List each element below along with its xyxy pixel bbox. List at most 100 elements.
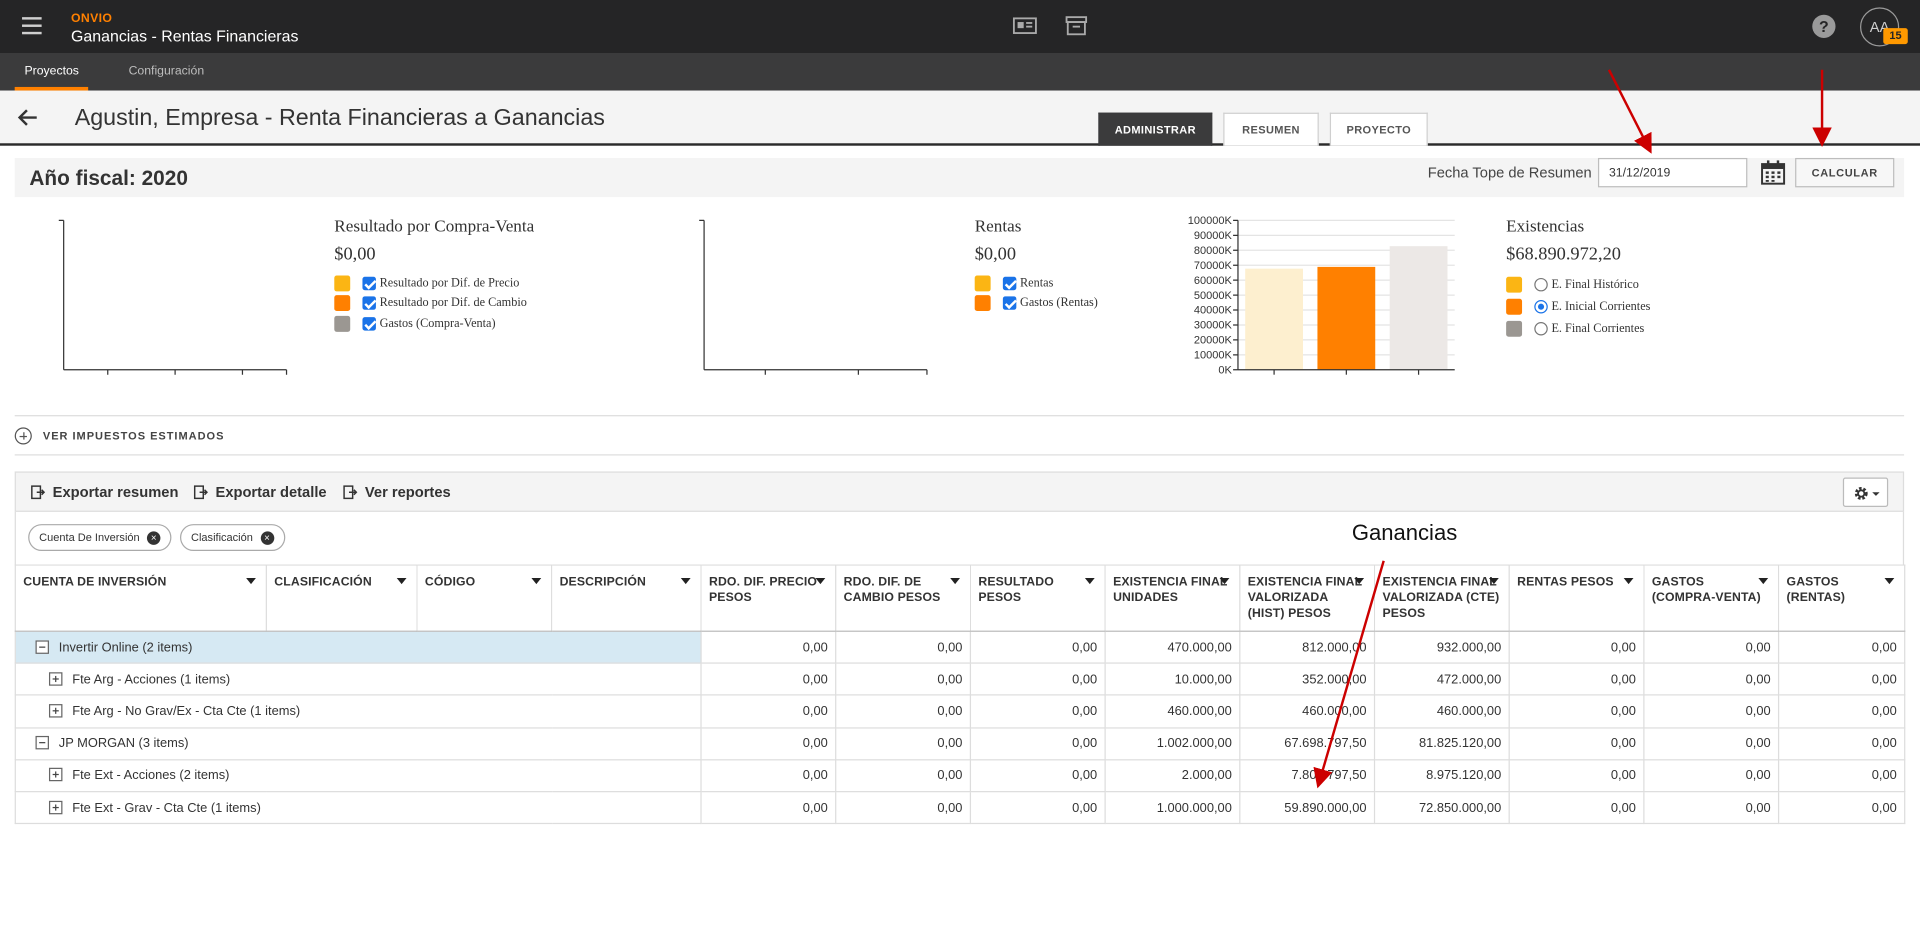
caret-down-icon[interactable] — [531, 577, 542, 585]
yellow-swatch — [1506, 276, 1523, 293]
legend-label: E. Inicial Corrientes — [1551, 299, 1651, 313]
tab-resumen[interactable]: RESUMEN — [1223, 112, 1319, 146]
tab-configuracion[interactable]: Configuración — [128, 64, 205, 79]
y-tick-label: 20000K — [1194, 335, 1233, 347]
chip-label: Cuenta De Inversión — [39, 531, 140, 544]
caret-down-icon[interactable] — [680, 577, 691, 585]
expand-icon[interactable] — [48, 800, 63, 814]
help-icon[interactable]: ? — [1812, 14, 1836, 38]
close-icon[interactable]: × — [260, 530, 274, 545]
column-header[interactable]: DESCRIPCIÓN — [551, 564, 702, 632]
compra-venta-title: Resultado por Compra-Venta — [334, 217, 535, 237]
export-summary-button[interactable]: Exportar resumen — [31, 484, 178, 501]
group-row: JP MORGAN (3 items) 0,00 0,00 0,00 1.002.000… — [14, 726, 1906, 761]
column-header-label: CÓDIGO — [424, 575, 476, 589]
column-header[interactable]: CLASIFICACIÓN — [265, 564, 418, 632]
caret-down-icon[interactable] — [1623, 577, 1634, 585]
column-header[interactable]: CÓDIGO — [416, 564, 553, 632]
calcular-button[interactable]: CALCULAR — [1795, 157, 1895, 188]
caret-down-icon[interactable] — [950, 577, 961, 585]
row-label-cell: Fte Ext - Grav - Cta Cte (1 items) — [14, 790, 702, 825]
checkbox[interactable] — [1002, 296, 1017, 311]
table-cell: 0,00 — [1643, 694, 1780, 729]
checkbox[interactable] — [1002, 276, 1017, 290]
column-header-label: CLASIFICACIÓN — [274, 575, 372, 589]
calendar-icon[interactable] — [1760, 159, 1787, 186]
column-header[interactable]: RESULTADO PESOS — [969, 564, 1106, 632]
legend-item: E. Inicial Corrientes — [1506, 295, 1650, 317]
table-cell: 72.850.000,00 — [1373, 790, 1510, 825]
tab-proyecto[interactable]: PROYECTO — [1329, 112, 1428, 146]
column-header-label: RENTAS PESOS — [1517, 575, 1614, 589]
export-detail-button[interactable]: Exportar detalle — [193, 483, 327, 501]
radio[interactable] — [1534, 321, 1548, 335]
export-detail-label: Exportar detalle — [215, 483, 327, 501]
caret-down-icon[interactable] — [815, 577, 826, 585]
column-header[interactable]: RENTAS PESOS — [1508, 564, 1645, 632]
table-cell: 10.000,00 — [1104, 662, 1241, 696]
tab-proyectos[interactable]: Proyectos — [14, 54, 89, 91]
rentas-chart — [699, 219, 928, 375]
back-arrow-icon[interactable] — [17, 108, 39, 128]
column-header[interactable]: EXISTENCIA FINAL UNIDADES — [1104, 564, 1241, 632]
investment-grid: CUENTA DE INVERSIÓN CLASIFICACIÓN CÓDIGO DE… — [14, 564, 1906, 825]
table-cell: 0,00 — [1643, 726, 1780, 761]
column-header[interactable]: RDO. DIF. PRECIO PESOS — [700, 564, 837, 632]
y-tick-label: 40000K — [1194, 305, 1233, 317]
legend-label: Resultado por Dif. de Cambio — [379, 296, 527, 311]
collapse-icon[interactable] — [35, 736, 49, 750]
radio[interactable] — [1534, 277, 1548, 291]
caret-down-icon[interactable] — [396, 577, 407, 585]
column-header-label: CUENTA DE INVERSIÓN — [23, 575, 167, 589]
expand-icon[interactable] — [48, 768, 63, 782]
row-label-cell: Fte Arg - Acciones (1 items) — [14, 662, 702, 696]
existencias-value: $68.890.972,20 — [1506, 244, 1621, 265]
checkbox[interactable] — [362, 316, 376, 331]
settings-dropdown-button[interactable] — [1842, 477, 1889, 507]
column-header[interactable]: EXISTENCIA FINAL VALORIZADA (CTE) PESOS — [1373, 564, 1510, 632]
caret-down-icon[interactable] — [246, 577, 256, 585]
ver-reportes-button[interactable]: Ver reportes — [343, 484, 451, 501]
table-cell: 0,00 — [700, 758, 837, 793]
expand-icon[interactable] — [48, 704, 63, 718]
caret-down-icon[interactable] — [1488, 577, 1499, 585]
column-header[interactable]: CUENTA DE INVERSIÓN — [14, 564, 267, 632]
fecha-tope-input[interactable] — [1597, 157, 1748, 188]
ver-impuestos-link[interactable]: VER IMPUESTOS ESTIMADOS — [42, 429, 225, 443]
legend-label: Rentas — [1020, 276, 1054, 290]
checkbox[interactable] — [362, 296, 376, 311]
row-label: Fte Ext - Grav - Cta Cte (1 items) — [72, 800, 261, 815]
expand-icon[interactable] — [48, 671, 63, 686]
table-cell: 460.000,00 — [1373, 694, 1510, 729]
expand-plus-icon[interactable] — [14, 427, 32, 445]
caret-down-icon[interactable] — [1084, 577, 1095, 585]
table-cell: 0,00 — [1643, 790, 1780, 825]
close-icon[interactable]: × — [146, 530, 161, 545]
tab-administrar[interactable]: ADMINISTRAR — [1098, 112, 1213, 146]
brand-logo: ONVIO — [71, 12, 113, 26]
column-header-label: RDO. DIF. DE CAMBIO PESOS — [843, 575, 941, 605]
caret-down-icon[interactable] — [1758, 577, 1769, 585]
collapse-icon[interactable] — [35, 639, 49, 654]
rentas-title: Rentas — [974, 217, 1022, 237]
column-header[interactable]: EXISTENCIA FINAL VALORIZADA (HIST) PESOS — [1239, 564, 1376, 632]
radio-selected[interactable] — [1534, 299, 1548, 313]
column-header[interactable]: GASTOS (RENTAS) — [1777, 564, 1906, 632]
column-header[interactable]: GASTOS (COMPRA-VENTA) — [1643, 564, 1780, 632]
checkbox[interactable] — [362, 276, 376, 290]
caret-down-icon[interactable] — [1884, 577, 1895, 585]
caret-down-icon[interactable] — [1219, 577, 1230, 585]
group-chips: Cuenta De Inversión × Clasificación × — [14, 511, 1905, 565]
bar — [1389, 246, 1448, 370]
archive-icon[interactable] — [1064, 15, 1088, 37]
table-cell: 0,00 — [700, 662, 837, 696]
caret-down-icon[interactable] — [1354, 577, 1365, 585]
notification-badge: 15 — [1883, 28, 1908, 45]
column-header[interactable]: RDO. DIF. DE CAMBIO PESOS — [835, 564, 972, 632]
column-header-label: GASTOS (RENTAS) — [1786, 575, 1846, 605]
contact-card-icon[interactable] — [1012, 15, 1037, 37]
existencias-chart: 0K 10000K 20000K 30000K 40000K 50000K 60000K 70… — [1188, 215, 1455, 376]
table-cell: 0,00 — [1508, 790, 1645, 825]
y-tick-label: 30000K — [1194, 320, 1233, 332]
menu-icon[interactable] — [22, 17, 42, 35]
